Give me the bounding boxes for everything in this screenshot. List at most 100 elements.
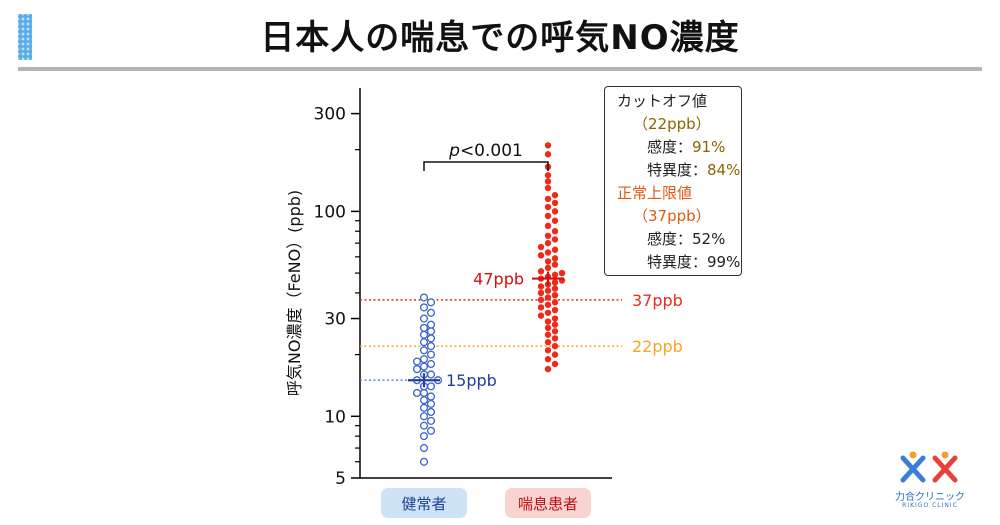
point-1-57 [544, 172, 552, 179]
cutoff-sensitivity-label: 感度： [647, 138, 693, 156]
point-1-44 [551, 236, 559, 243]
point-1-38 [551, 255, 559, 262]
point-1-53 [544, 195, 552, 203]
point-1-18 [544, 301, 552, 309]
point-1-42 [537, 243, 545, 251]
point-1-49 [544, 212, 552, 220]
point-1-47 [544, 222, 552, 230]
point-0-37 [426, 298, 436, 307]
point-0-33 [426, 320, 436, 329]
upper-sensitivity-label: 感度： [647, 230, 693, 248]
y-tick-label-5: 5 [335, 469, 346, 489]
cutoff-specificity-value: 84% [707, 161, 741, 179]
category-pill-0 [381, 488, 467, 518]
clinic-logo-name: 力合クリニック [895, 492, 965, 503]
title-bar: 日本人の喘息での呼気NO濃度 [0, 0, 1000, 72]
point-1-4 [544, 347, 552, 354]
upper-sensitivity-value: 52% [692, 230, 726, 248]
threshold-info-box: カットオフ値 （22ppb） 感度：91% 特異度：84% 正常上限値 （37p… [604, 86, 742, 276]
point-1-11 [551, 321, 559, 328]
point-0-1 [419, 444, 429, 453]
point-0-6 [419, 412, 429, 421]
point-0-32 [419, 323, 429, 332]
point-1-10 [544, 324, 552, 332]
clinic-logo-sub: RIKIGO CLINIC [902, 502, 958, 509]
point-1-46 [551, 228, 559, 235]
significance-p: p [448, 141, 460, 161]
point-1-2 [544, 355, 552, 363]
category-label-1: 喘息患者 [518, 495, 578, 513]
point-1-37 [544, 258, 552, 265]
point-1-35 [544, 264, 552, 272]
point-1-50 [551, 208, 559, 215]
point-1-60 [544, 142, 552, 149]
clinic-logo-mark [900, 451, 958, 483]
point-1-13 [551, 315, 559, 322]
point-1-19 [551, 299, 559, 306]
point-0-12 [419, 388, 429, 398]
clinic-logo: 力合クリニック RIKIGO CLINIC [885, 450, 975, 520]
cutoff-sensitivity: 感度：91% [617, 136, 741, 159]
point-1-56 [544, 178, 552, 185]
point-1-59 [544, 151, 552, 158]
point-0-9 [426, 399, 436, 408]
point-1-1 [551, 360, 559, 368]
y-tick-label-30: 30 [324, 310, 346, 330]
reference-line-label-22: 22ppb [632, 337, 683, 356]
title-accent-pattern [18, 14, 32, 60]
point-1-20 [537, 296, 545, 304]
point-1-12 [544, 318, 552, 325]
point-1-16 [551, 306, 559, 314]
point-0-0 [419, 457, 429, 466]
point-0-19 [426, 370, 436, 379]
point-0-2 [419, 432, 429, 441]
y-axis-label: 呼気NO濃度（FeNO）(ppb) [285, 190, 304, 396]
point-1-9 [551, 328, 559, 335]
point-1-55 [544, 184, 552, 192]
point-1-26 [537, 283, 545, 290]
point-0-27 [426, 342, 436, 351]
significance-bracket [423, 161, 549, 171]
point-1-14 [537, 312, 545, 319]
cutoff-specificity: 特異度：84% [617, 159, 741, 182]
cutoff-value: （22ppb） [633, 115, 711, 133]
title-divider [18, 67, 982, 71]
point-1-32 [551, 271, 559, 279]
point-0-26 [419, 346, 429, 355]
point-1-7 [551, 335, 559, 342]
upper-specificity-value: 99% [707, 253, 741, 271]
point-1-48 [551, 217, 559, 224]
y-tick-label-100: 100 [314, 202, 346, 222]
cutoff-sensitivity-value: 91% [692, 138, 726, 156]
point-1-23 [537, 289, 545, 297]
point-1-17 [537, 304, 545, 311]
category-label-0: 健常者 [401, 495, 446, 513]
reference-line-label-37: 37ppb [632, 291, 683, 310]
point-1-43 [544, 239, 552, 247]
point-0-8 [419, 403, 429, 412]
point-1-52 [551, 199, 559, 207]
point-0-23 [412, 357, 422, 366]
point-0-29 [426, 334, 436, 343]
point-0-30 [419, 330, 429, 339]
y-tick-label-300: 300 [314, 105, 346, 125]
point-0-31 [426, 327, 436, 336]
median-label-0: 15ppb [446, 371, 497, 390]
point-0-36 [419, 303, 429, 312]
point-1-45 [544, 232, 552, 240]
point-0-21 [419, 362, 429, 371]
upper-limit-value: （37ppb） [633, 207, 711, 225]
upper-specificity: 特異度：99% [617, 251, 741, 274]
point-1-28 [551, 279, 559, 286]
point-1-40 [544, 249, 552, 256]
point-0-3 [426, 426, 436, 435]
point-0-5 [426, 416, 436, 425]
cutoff-title: カットオフ値 [617, 92, 708, 110]
upper-sensitivity: 感度：52% [617, 228, 741, 251]
point-1-6 [544, 338, 552, 346]
point-1-8 [544, 331, 552, 338]
point-0-15 [426, 382, 436, 391]
page-title: 日本人の喘息での呼気NO濃度 [260, 18, 740, 58]
point-1-33 [558, 269, 566, 277]
